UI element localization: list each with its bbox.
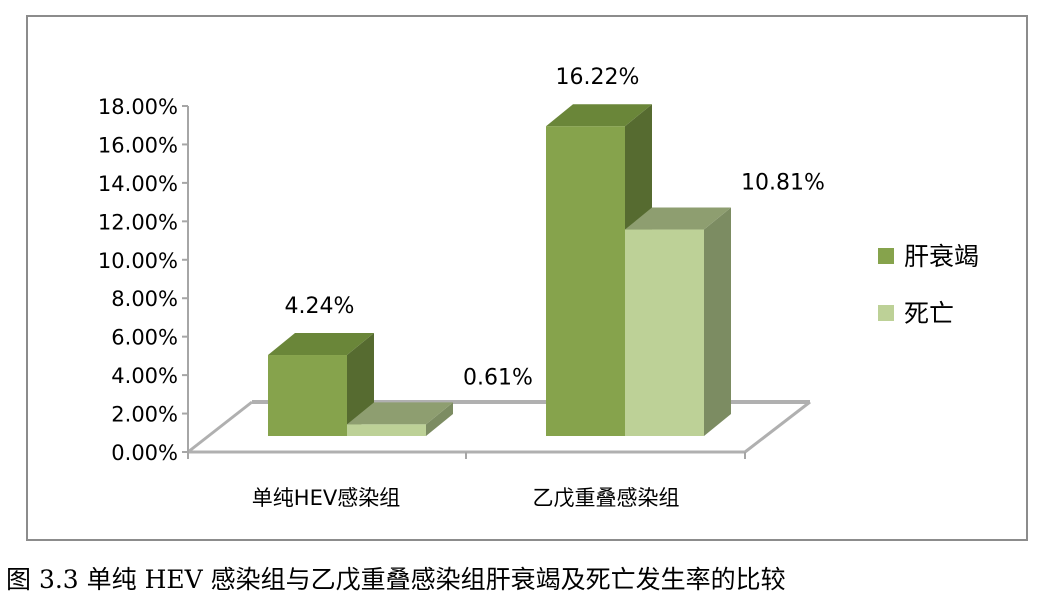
y-tick-label: 16.00% [98, 133, 178, 157]
legend-label: 肝衰竭 [904, 242, 979, 271]
y-tick-label: 2.00% [111, 403, 178, 427]
data-label: 4.24% [285, 294, 355, 319]
legend-label: 死亡 [904, 299, 954, 328]
legend-swatch [878, 305, 894, 321]
bar [268, 355, 347, 436]
y-tick-label: 18.00% [98, 95, 178, 119]
y-tick-label: 6.00% [111, 326, 178, 350]
bar [347, 424, 426, 436]
bar-top [625, 207, 731, 230]
y-tick-label: 8.00% [111, 287, 178, 311]
data-label: 10.81% [741, 171, 825, 196]
x-category-label: 单纯HEV感染组 [252, 486, 400, 510]
figure-caption: 图 3.3 单纯 HEV 感染组与乙戊重叠感染组肝衰竭及死亡发生率的比较 [6, 565, 786, 594]
bar-top [347, 402, 453, 425]
y-tick-label: 14.00% [98, 172, 178, 196]
bar-top [268, 333, 374, 356]
floor-right-edge [744, 400, 811, 454]
floor-left-edge [187, 400, 253, 454]
y-tick-label: 12.00% [98, 210, 178, 234]
y-tick-label: 10.00% [98, 249, 178, 273]
data-label: 0.61% [463, 365, 533, 390]
y-tick-label: 4.00% [111, 364, 178, 388]
bar [625, 229, 704, 436]
bar-top [546, 104, 652, 127]
bar [546, 126, 625, 436]
y-tick-label: 0.00% [111, 441, 178, 465]
data-label: 16.22% [556, 65, 640, 90]
x-category-label: 乙戊重叠感染组 [533, 486, 680, 510]
legend-swatch [878, 248, 894, 264]
bar-side [426, 402, 453, 436]
bar-side [704, 207, 731, 436]
